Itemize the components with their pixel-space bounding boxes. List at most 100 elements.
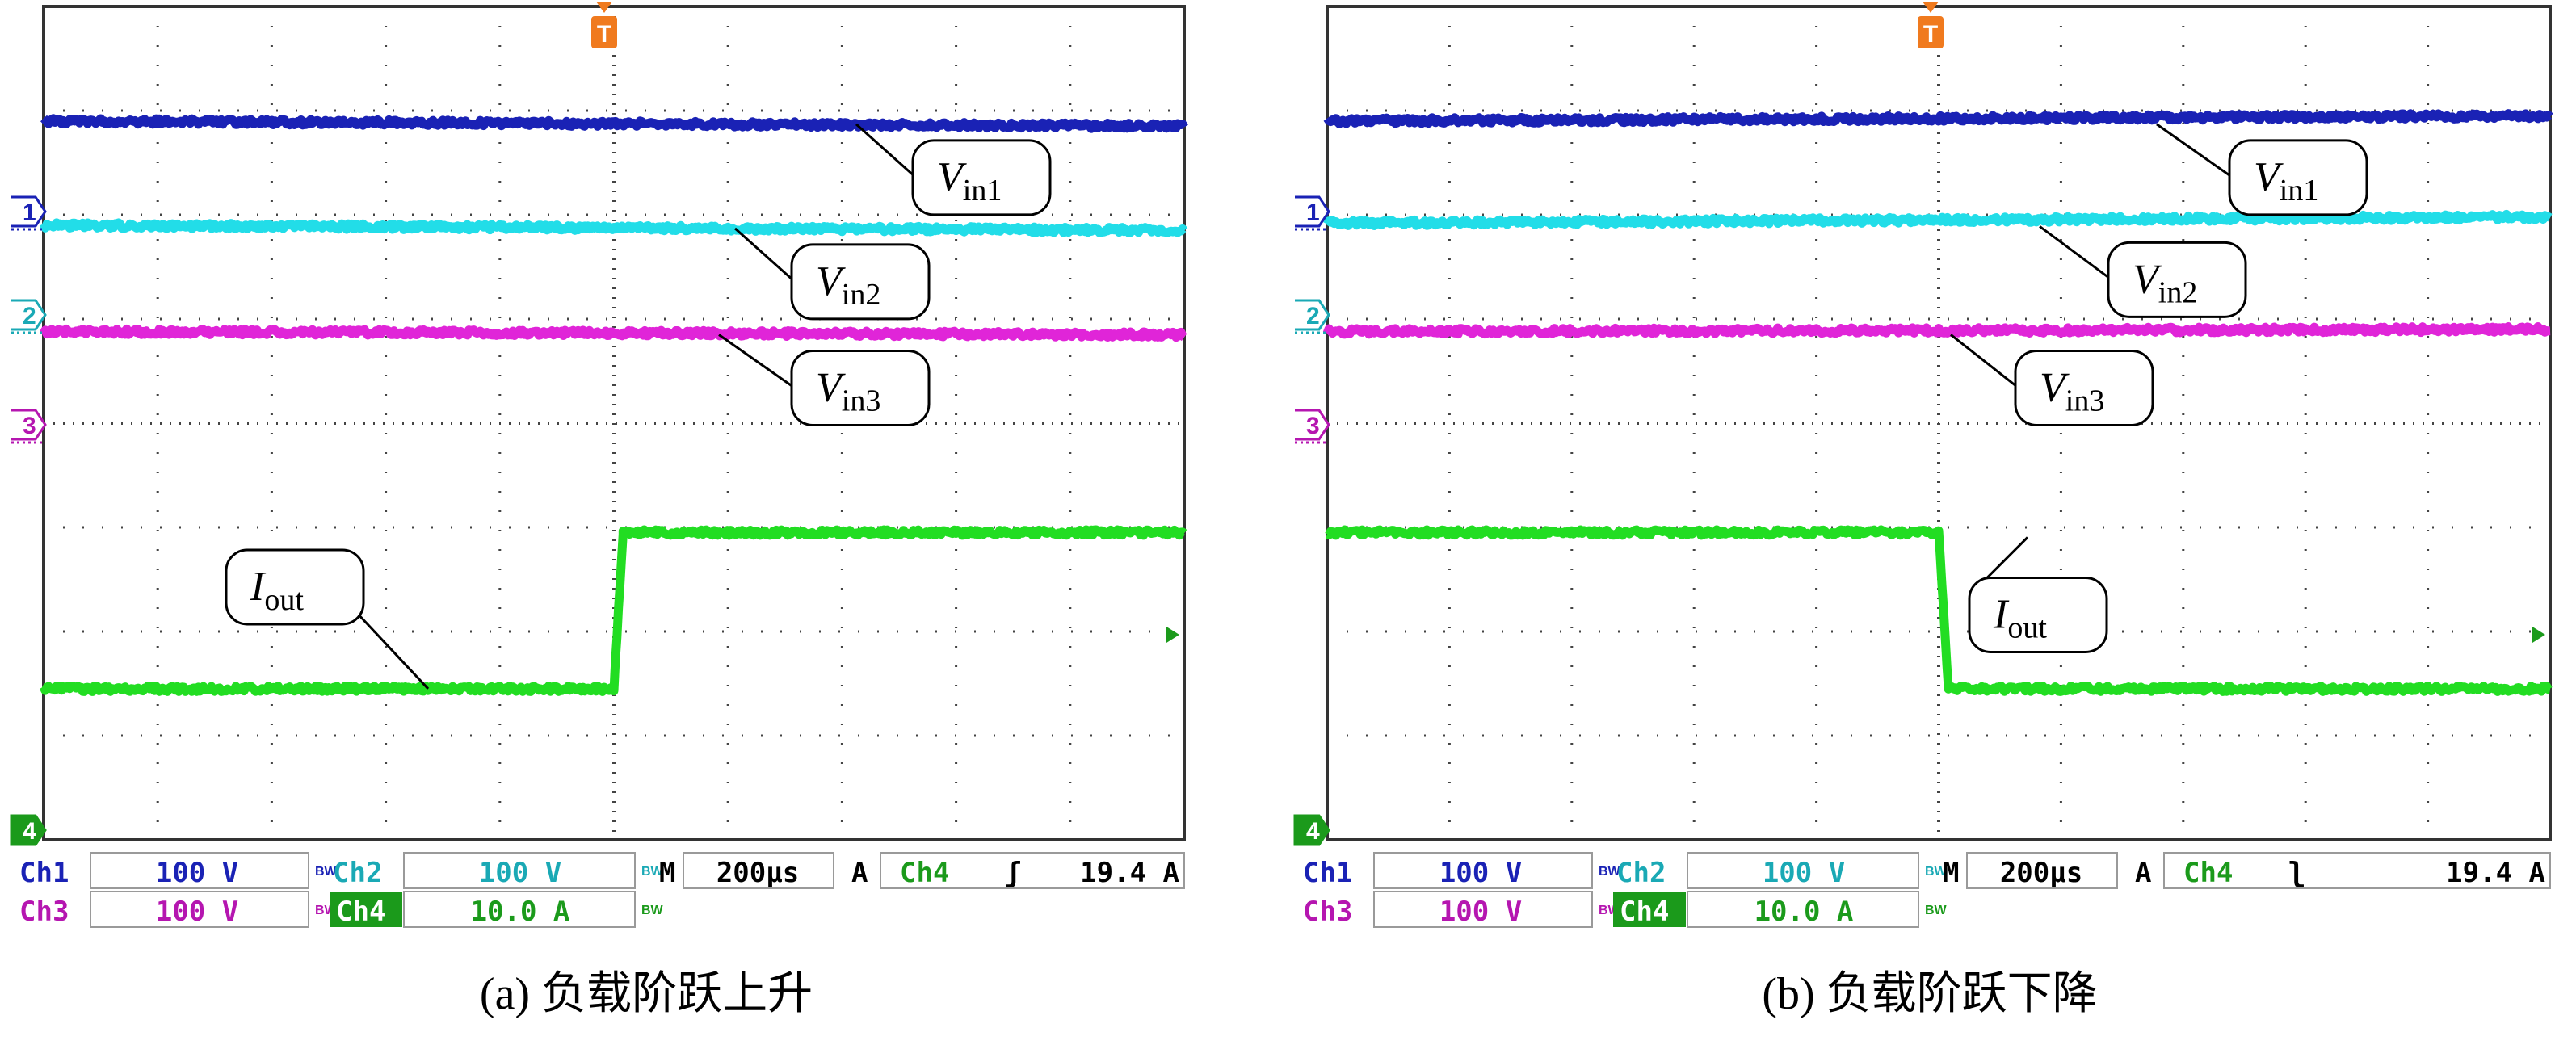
readout-ch2-box [403,852,636,889]
readout-ch1-box [90,852,309,889]
channel-marker-number: 2 [1306,303,1320,329]
readout-ch2-box [1687,852,1919,889]
channel-markers: 1 2 3 4 [10,195,47,846]
readout-ch3-name: Ch3 [19,896,69,928]
caption-a: (a) 负载阶跃上升 [479,969,813,1019]
readout-timebase-box [683,852,834,889]
readout-trigger-level: 19.4 A [1080,857,1179,889]
trigger-level-marker [2532,627,2545,643]
channel-marker-3: 3 [1295,409,1330,444]
callouts: Vin1 Vin2 Vin3 Iout [1950,123,2368,653]
channel-marker-3: 3 [11,409,47,444]
readout-ch1-name: Ch1 [1303,857,1352,889]
readout-trigger-slope: ʅ [2288,857,2305,889]
callout-box [2014,349,2154,426]
trace-v-in1 [40,114,1188,133]
readout-timebase-value: 200μs [716,857,799,889]
channel-marker-2: 2 [11,299,47,334]
channel-marker-1: 1 [11,195,47,231]
readout-trigger-level: 19.4 A [2446,857,2545,889]
readout-ch4-box [1687,891,1919,928]
channel-marker-shape [11,409,47,441]
readout-ch2-value: 100 V [1763,857,1845,889]
trace-v-in2 [39,218,1188,237]
callouts: Vin1 Vin2 Vin3 Iout [225,123,1052,690]
readout-ch1-bw: BW [1599,865,1621,879]
trigger-badge [1918,16,1944,48]
channel-marker-shape [11,195,47,228]
channel-marker-4: 4 [10,814,47,846]
channel-markers: 1 2 3 4 [1293,195,1330,846]
callout-label-v-in3: Vin3 [816,364,880,418]
callout-leader-line [734,227,796,283]
callout-leader-line [855,123,917,179]
channel-marker-number: 2 [23,303,36,329]
readout-ch4-value: 10.0 A [471,896,570,928]
channel-marker-number: 1 [23,199,36,226]
channel-marker-2: 2 [1295,299,1330,334]
readout-ch3-box [1373,891,1593,928]
readout-ch2-bw: BW [1925,865,1948,879]
readout-ch3-value: 100 V [1439,896,1522,928]
trace-i-out [1324,525,2553,696]
readout-ch2-bw: BW [641,865,664,879]
readout-timebase-value: 200μs [2000,857,2082,889]
trigger-letter: T [597,21,611,48]
callout-box [2107,241,2247,318]
channel-marker-number: 1 [1306,199,1320,226]
readout-ch2-value: 100 V [479,857,561,889]
callout-label-i-out: Iout [250,564,304,617]
readout-ch1-box [1373,852,1593,889]
trigger-marker: T [591,2,617,48]
readout-ch2-name: Ch2 [333,857,382,889]
readout-ch4-name-bg [330,892,402,927]
channel-marker-number: 3 [23,413,36,439]
callout-box [911,139,1052,216]
trigger-arrow [1923,2,1939,13]
readout-ch4-name: Ch4 [336,896,385,928]
trace-i-out [39,525,1187,696]
trigger-arrow [596,2,612,13]
channel-marker-shape [1295,299,1330,331]
readout-timebase-prefix: M [1943,857,1959,889]
readout-ch4-value: 10.0 A [1754,896,1854,928]
channel-marker-shape [10,814,47,846]
callout-leader-line [2039,225,2112,281]
readout-ch1-value: 100 V [1439,857,1522,889]
channel-marker-shape [1295,195,1330,228]
readout-ch4-bw: BW [1925,904,1948,917]
readout-ch4-name: Ch4 [1620,896,1669,928]
readout-trigger-channel: Ch4 [900,857,949,889]
callout-label-v-in3: Vin3 [2040,364,2104,418]
channel-marker-shape [11,299,47,331]
readout-trigger-channel: Ch4 [2183,857,2233,889]
callout-box [790,349,931,426]
callout-label-v-in2: Vin2 [816,258,880,312]
channel-marker-number: 3 [1306,413,1320,439]
readout-trigger-box [2163,852,2551,889]
channel-marker-shape [1295,409,1330,441]
readout-ch1-name: Ch1 [19,857,69,889]
trace-v-in3 [40,324,1187,342]
callout-label-v-in2: Vin2 [2133,256,2197,309]
callout-leader-line [354,610,430,690]
callout-box [2228,139,2368,216]
trigger-level-marker [1166,627,1179,643]
channel-marker-shape [1293,814,1330,846]
readout-ch1-value: 100 V [156,857,238,889]
channel-marker-1: 1 [1295,195,1330,231]
readout-timebase-prefix: M [659,857,675,889]
readout-timebase-box [1966,852,2118,889]
callout-leader-line [718,334,796,389]
callout-label-v-in1: Vin1 [2254,154,2318,208]
plot-grid [44,6,1184,840]
readout-ch4-bw: BW [641,904,664,917]
channel-marker-number: 4 [23,818,36,845]
plot-grid [1327,6,2550,840]
trigger-badge [591,16,617,48]
readout-trigger-mode: A [2135,857,2151,889]
